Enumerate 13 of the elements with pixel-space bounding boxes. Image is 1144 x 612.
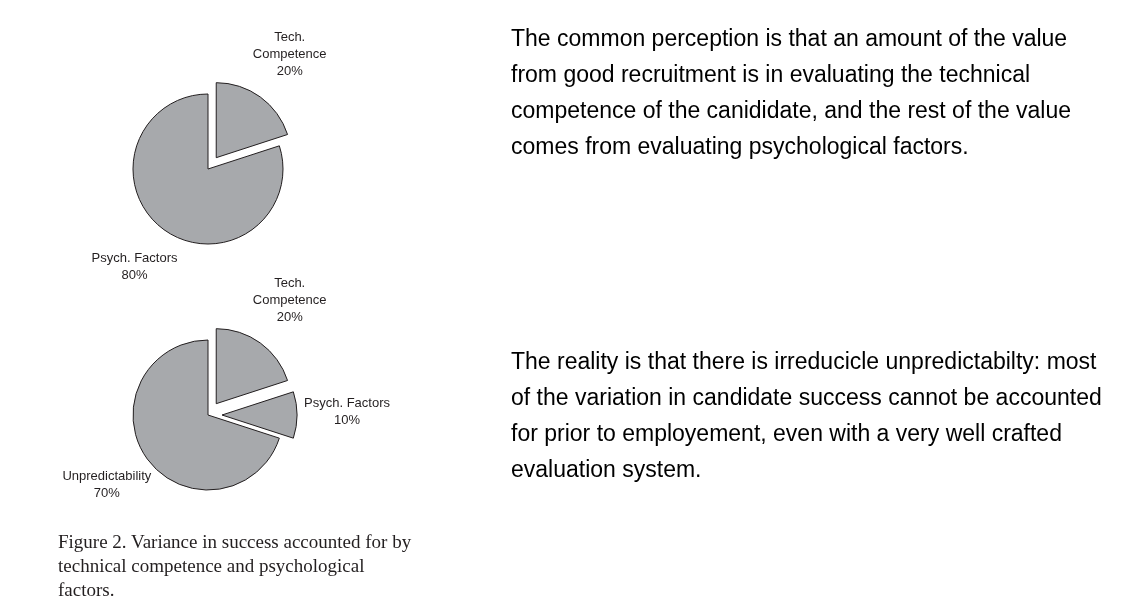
text: The reality is that there is irreducicle unpredictabilty: most of the variation in candidate success cannot be accounted for prior to employement, even with a very well crafted evaluation system. bbox=[511, 347, 1103, 484]
data-label: 20% bbox=[276, 308, 304, 324]
slice-label: Psych. Factors bbox=[91, 250, 179, 266]
data-label: 70% bbox=[93, 485, 121, 501]
slice-label: Tech. Competence bbox=[252, 28, 327, 61]
slice-label: Psych. Factors bbox=[304, 395, 391, 410]
caption: Figure 2. Variance in success accounted for by technical competence and psychological factors. bbox=[58, 530, 413, 602]
data-label: 10% bbox=[333, 412, 361, 427]
data-label: 20% bbox=[276, 62, 304, 78]
slice-label: Tech. Competence bbox=[252, 274, 327, 307]
data-label: 80% bbox=[121, 267, 148, 283]
slice-label: Unpredictability bbox=[62, 468, 152, 484]
text: The common perception is that an amount of the value from good recruitment is in evaluating the technical competence of the canididate, and the rest of the value comes from evaluating psychological factors. bbox=[511, 24, 1073, 161]
